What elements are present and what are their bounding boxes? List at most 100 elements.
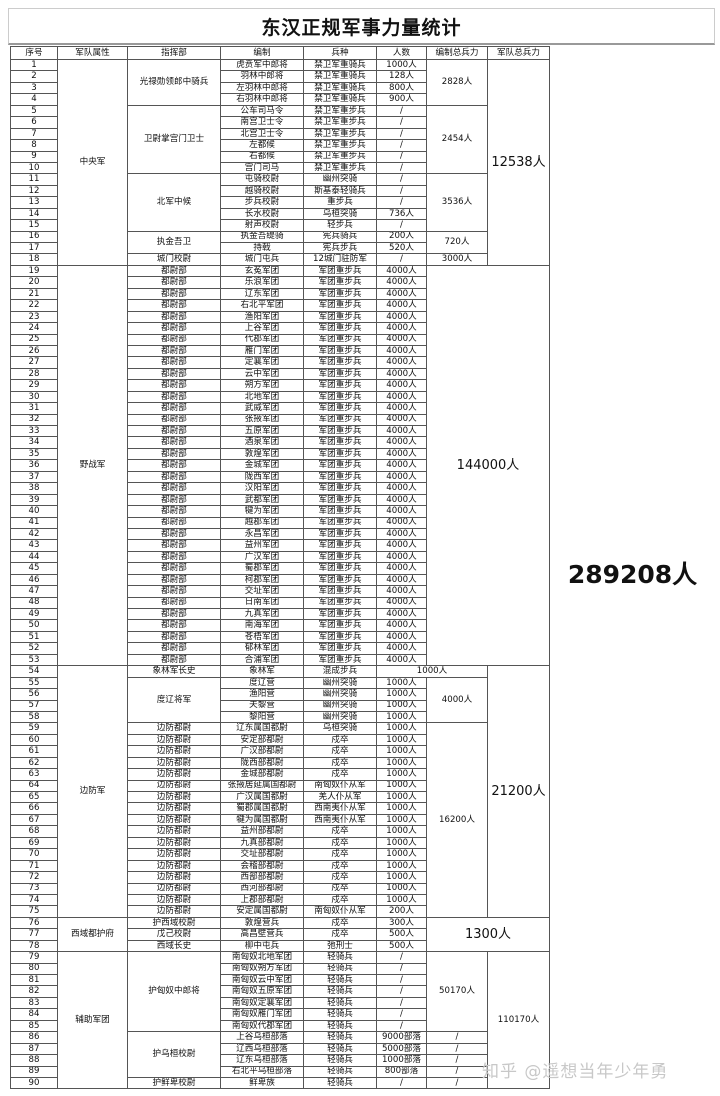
- unit: 苍梧军团: [220, 630, 304, 644]
- troop-type: 军团重步兵: [303, 413, 377, 427]
- unit: 渔阳营: [220, 688, 304, 701]
- troop-count: 4000人: [376, 516, 427, 529]
- unit: 敦煌军团: [220, 447, 304, 461]
- command: 都尉部: [127, 585, 221, 598]
- command: 都尉部: [127, 413, 221, 427]
- row-index: 58: [10, 710, 58, 724]
- troop-type: 军团重步兵: [303, 367, 377, 381]
- troop-type: 军团重步兵: [303, 436, 377, 449]
- row-index: 39: [10, 493, 58, 507]
- command: 都尉部: [127, 299, 221, 312]
- troop-type: 轻骑兵: [303, 1031, 377, 1044]
- unit: 左羽林中郎将: [220, 81, 304, 95]
- table-row: 80 南匈奴朔方军团 轻骑兵 /: [10, 962, 550, 976]
- army-attribute: 中央军: [57, 59, 128, 266]
- unit: 虎贲军中郎将: [220, 58, 304, 72]
- row-index: 19: [10, 264, 58, 278]
- troop-type: 戍卒: [303, 825, 377, 838]
- table-row: 38 都尉部 汉阳军团 军团重步兵 4000人: [10, 482, 550, 495]
- unit: 郁林军团: [220, 642, 304, 655]
- command: 护西域校尉: [127, 916, 221, 930]
- troop-type: 军团重步兵: [303, 390, 377, 404]
- row-index: 31: [10, 402, 58, 415]
- troop-type: 轻骑兵: [303, 1065, 377, 1078]
- unit: 黎阳营: [220, 710, 304, 724]
- row-index: 80: [10, 962, 58, 976]
- troop-type: 轻骑兵: [303, 1042, 377, 1056]
- troop-count: 4000人: [376, 333, 427, 346]
- troop-type: 军团重步兵: [303, 333, 377, 346]
- army-attribute: 边防军: [57, 665, 128, 918]
- command: 都尉部: [127, 276, 221, 289]
- troop-count: 1000人: [376, 676, 427, 690]
- troop-count: 1000人: [376, 58, 427, 72]
- unit: 益州部都尉: [220, 825, 304, 838]
- row-index: 21: [10, 287, 58, 301]
- unit: 金城军团: [220, 459, 304, 472]
- row-index: 57: [10, 699, 58, 712]
- header-col-subtotal: 编制总兵力: [426, 46, 488, 60]
- troop-type: 军团重步兵: [303, 276, 377, 289]
- command: 都尉部: [127, 322, 221, 335]
- table-row: 1 中央军 光禄勋领郎中骑兵 虎贲军中郎将 禁卫军重骑兵 1000人 2828人 12538人: [10, 58, 550, 266]
- troop-count: 1000人: [376, 882, 427, 895]
- unit: 张掖军团: [220, 413, 304, 427]
- troop-type: 禁卫军重步兵: [303, 161, 377, 175]
- troop-count: 1000人: [376, 665, 488, 678]
- troop-count: /: [376, 1008, 427, 1021]
- troop-count: 800部落: [376, 1065, 427, 1078]
- unit: 南匈奴代郡军团: [220, 1019, 304, 1033]
- troop-count: 9000部落: [376, 1031, 427, 1044]
- unit: 乐浪军团: [220, 276, 304, 289]
- command: 都尉部: [127, 482, 221, 495]
- troop-type: 幽州突骑: [303, 699, 377, 712]
- row-index: 11: [10, 173, 58, 186]
- row-index: 52: [10, 642, 58, 655]
- unit: 武都军团: [220, 493, 304, 507]
- row-index: 20: [10, 276, 58, 289]
- table-row: 29 都尉部 朔方军团 军团重步兵 4000人: [10, 379, 550, 392]
- row-index: 78: [10, 939, 58, 953]
- unit: 北宫卫士令: [220, 127, 304, 141]
- table-row: 79 辅助军团 护匈奴中郎将 南匈奴北地军团 轻骑兵/50170人 110170人: [10, 951, 550, 1090]
- troop-count: 1000人: [376, 813, 427, 827]
- row-index: 47: [10, 585, 58, 598]
- troop-type: 戍卒: [303, 871, 377, 884]
- row-index: 69: [10, 836, 58, 850]
- troop-count: 4000人: [376, 585, 427, 598]
- unit: 屯骑校尉: [220, 173, 304, 186]
- command: 边防都尉: [127, 756, 221, 770]
- table-row: 88 辽东乌桓部落 轻骑兵 1000部落 /: [10, 1054, 550, 1067]
- row-index: 24: [10, 322, 58, 335]
- row-index: 71: [10, 859, 58, 873]
- unit: 北地军团: [220, 390, 304, 404]
- troop-count: 1000人: [376, 722, 427, 735]
- unit: 越郡军团: [220, 516, 304, 529]
- table-row: 60 边防都尉 安定部都尉 戍卒 1000人: [10, 733, 550, 747]
- unit: 南匈奴雁门军团: [220, 1008, 304, 1021]
- unit: 敦煌营兵: [220, 916, 304, 930]
- table-row: 9 右都候 禁卫军重步兵 /: [10, 150, 550, 163]
- unit: 益州军团: [220, 539, 304, 552]
- table-row: 52 都尉部 郁林军团 军团重步兵 4000人: [10, 642, 550, 655]
- troop-count: 4000人: [376, 402, 427, 415]
- row-index: 33: [10, 424, 58, 438]
- troop-count: 4000人: [376, 379, 427, 392]
- watermark: 知乎 @遥想当年少年勇: [482, 1062, 669, 1082]
- unit-subtotal: /: [426, 1065, 488, 1078]
- table-row: 47 都尉部 交址军团 军团重步兵 4000人: [10, 585, 550, 598]
- row-index: 2: [10, 70, 58, 83]
- unit: 羽林中郎将: [220, 70, 304, 83]
- row-index: 9: [10, 150, 58, 163]
- row-index: 8: [10, 139, 58, 152]
- unit: 武威军团: [220, 402, 304, 415]
- table-row: 55 度辽将军 度辽营 幽州突骑 1000人 4000人: [10, 676, 550, 724]
- troop-count: 736人: [376, 207, 427, 221]
- command: 护乌桓校尉: [127, 1031, 221, 1078]
- troop-type: 禁卫军重骑兵: [303, 58, 377, 72]
- troop-count: 4000人: [376, 630, 427, 644]
- unit: 陇西军团: [220, 470, 304, 484]
- troop-count: 4000人: [376, 527, 427, 541]
- row-index: 34: [10, 436, 58, 449]
- command: 都尉部: [127, 333, 221, 346]
